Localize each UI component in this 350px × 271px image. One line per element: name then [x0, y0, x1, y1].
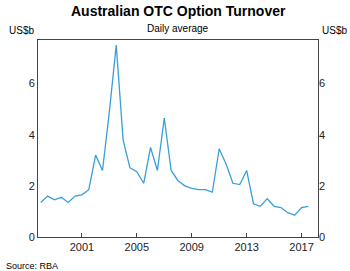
svg-text:2001: 2001: [70, 241, 94, 253]
svg-text:2013: 2013: [234, 241, 258, 253]
svg-text:Source: RBA: Source: RBA: [6, 261, 58, 271]
svg-text:2: 2: [319, 180, 325, 192]
svg-text:4: 4: [319, 129, 325, 141]
svg-text:6: 6: [29, 77, 35, 89]
svg-text:4: 4: [29, 129, 35, 141]
svg-text:Daily average: Daily average: [147, 23, 209, 34]
svg-text:Australian OTC Option Turnover: Australian OTC Option Turnover: [71, 3, 286, 19]
svg-text:US$b: US$b: [322, 25, 347, 36]
svg-text:2005: 2005: [125, 241, 149, 253]
svg-text:2017: 2017: [289, 241, 313, 253]
svg-text:2: 2: [29, 180, 35, 192]
svg-text:US$b: US$b: [9, 25, 34, 36]
svg-text:0: 0: [29, 231, 35, 243]
svg-text:2009: 2009: [179, 241, 203, 253]
svg-text:6: 6: [319, 77, 325, 89]
svg-text:0: 0: [319, 231, 325, 243]
